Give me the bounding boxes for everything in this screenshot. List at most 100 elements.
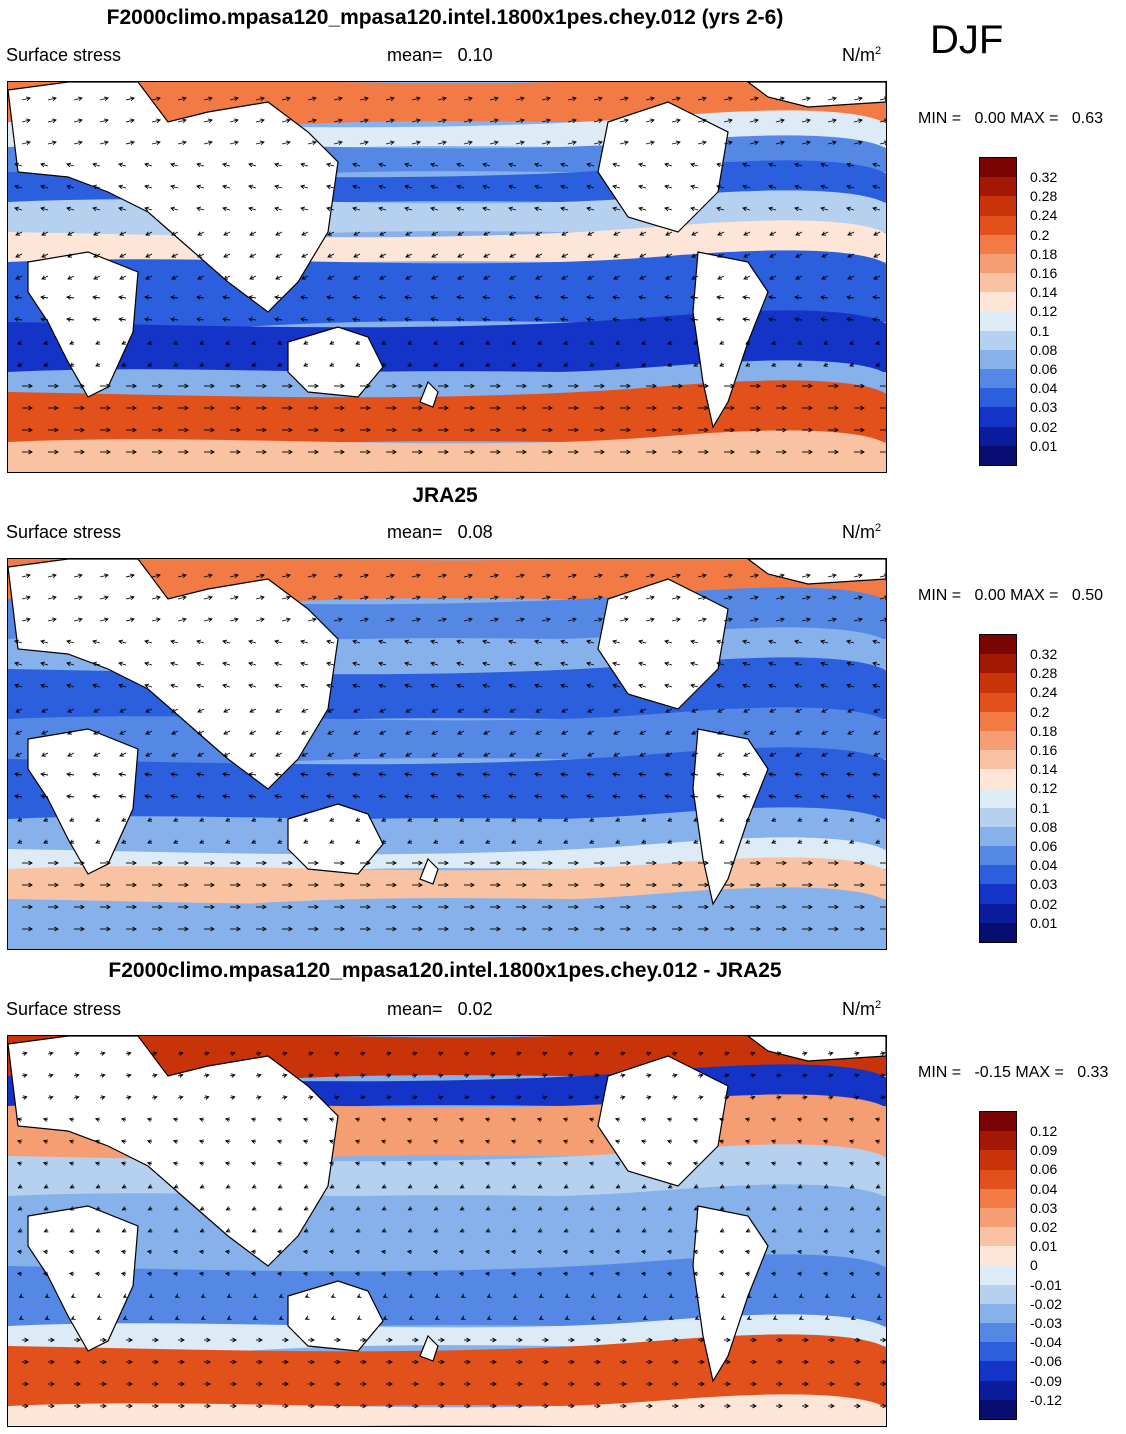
vector-arrowhead — [716, 295, 721, 300]
vector-arrowhead — [482, 661, 488, 667]
vector-arrowhead — [78, 118, 83, 124]
vector-arrowhead — [222, 639, 228, 645]
vector-arrowhead — [873, 275, 879, 280]
stress-vector — [743, 253, 751, 258]
panel2-variable: Surface stress — [6, 522, 122, 542]
vector-arrowhead — [509, 253, 515, 258]
vector-arrowhead — [858, 96, 863, 102]
stress-vector — [307, 97, 317, 101]
stress-vector — [249, 730, 257, 735]
stress-vector — [723, 97, 733, 101]
vector-arrowhead — [794, 184, 800, 190]
stress-vector — [281, 596, 291, 600]
vector-arrowhead — [516, 1073, 522, 1078]
vector-arrowhead — [641, 1206, 647, 1211]
stress-vector — [352, 773, 361, 776]
vector-arrowhead — [121, 839, 127, 844]
vector-arrowhead — [146, 1161, 152, 1166]
vector-arrowhead — [432, 1139, 438, 1144]
vector-arrowhead — [356, 1315, 362, 1320]
vector-arrowhead — [405, 275, 411, 280]
vector-arrowhead — [600, 449, 605, 455]
vector-arrowhead — [716, 661, 722, 667]
vector-arrowhead — [15, 730, 21, 735]
stress-vector — [151, 97, 161, 101]
vector-arrowhead — [352, 184, 358, 190]
stress-vector — [352, 296, 361, 299]
vector-arrowhead — [822, 1271, 828, 1277]
vector-arrowhead — [756, 860, 761, 866]
stress-vector — [853, 97, 863, 101]
stress-vector — [820, 773, 829, 776]
colorbar-swatch — [980, 1399, 1016, 1419]
vector-arrowhead — [258, 1403, 263, 1409]
vector-arrowhead — [250, 1117, 256, 1122]
vector-arrowhead — [132, 860, 137, 866]
colorbar-swatch — [980, 1284, 1016, 1304]
stress-vector — [794, 185, 803, 189]
vector-arrowhead — [828, 1051, 834, 1056]
vector-arrowhead — [664, 295, 669, 300]
stress-vector — [66, 662, 75, 666]
stress-vector — [378, 640, 387, 644]
vector-arrowhead — [858, 118, 863, 124]
vector-arrowhead — [154, 1381, 159, 1387]
vector-arrowhead — [120, 1139, 126, 1144]
vector-arrowhead — [418, 904, 423, 910]
vector-arrowhead — [756, 383, 761, 389]
vector-arrowhead — [458, 1117, 464, 1122]
stress-vector — [482, 163, 491, 167]
stress-vector — [92, 684, 101, 688]
vector-arrowhead — [355, 1206, 361, 1211]
vector-arrowhead — [147, 340, 153, 345]
stress-vector — [326, 185, 335, 189]
vector-arrowhead — [196, 794, 201, 799]
vector-arrowhead — [405, 708, 411, 713]
vector-arrowhead — [119, 730, 125, 735]
stress-vector — [431, 752, 439, 757]
stress-vector — [872, 318, 881, 321]
stress-vector — [222, 640, 231, 644]
stress-vector — [301, 231, 309, 236]
vector-arrowhead — [834, 405, 839, 411]
stress-vector — [353, 752, 361, 757]
stress-vector — [67, 231, 75, 236]
vector-arrowhead — [468, 140, 473, 146]
stress-vector — [274, 207, 283, 211]
vector-arrowhead — [456, 794, 461, 799]
stress-vector — [248, 684, 257, 688]
vector-arrowhead — [251, 1206, 257, 1211]
stress-vector — [229, 574, 239, 578]
vector-arrowhead — [563, 1184, 569, 1189]
stress-vector — [749, 97, 759, 101]
vector-arrowhead — [771, 1184, 777, 1189]
stress-vector — [222, 662, 231, 666]
stress-vector — [872, 185, 881, 189]
vector-arrowhead — [719, 340, 725, 345]
vector-arrowhead — [286, 96, 291, 102]
stress-vector — [639, 253, 647, 258]
stress-vector — [223, 708, 231, 713]
vector-arrowhead — [717, 275, 723, 280]
stress-vector — [15, 730, 23, 735]
stress-vector — [352, 207, 361, 211]
stress-vector — [15, 752, 23, 757]
vector-arrowhead — [860, 882, 865, 888]
stress-vector — [846, 185, 855, 189]
vector-arrowhead — [336, 1403, 341, 1409]
stress-vector — [561, 730, 569, 735]
stress-vector — [613, 752, 621, 757]
vector-arrowhead — [147, 1184, 153, 1189]
stress-vector — [144, 795, 153, 798]
vector-arrowhead — [872, 162, 878, 168]
stress-vector — [222, 318, 231, 321]
stress-vector — [411, 596, 421, 600]
vector-arrowhead — [390, 140, 395, 146]
colorbar-tick-label: -0.03 — [1030, 1315, 1062, 1331]
vector-arrowhead — [170, 794, 175, 799]
stress-vector — [359, 97, 369, 101]
stress-vector — [482, 773, 491, 776]
vector-arrowhead — [106, 405, 111, 411]
vector-arrowhead — [820, 184, 826, 190]
vector-arrowhead — [248, 772, 253, 777]
